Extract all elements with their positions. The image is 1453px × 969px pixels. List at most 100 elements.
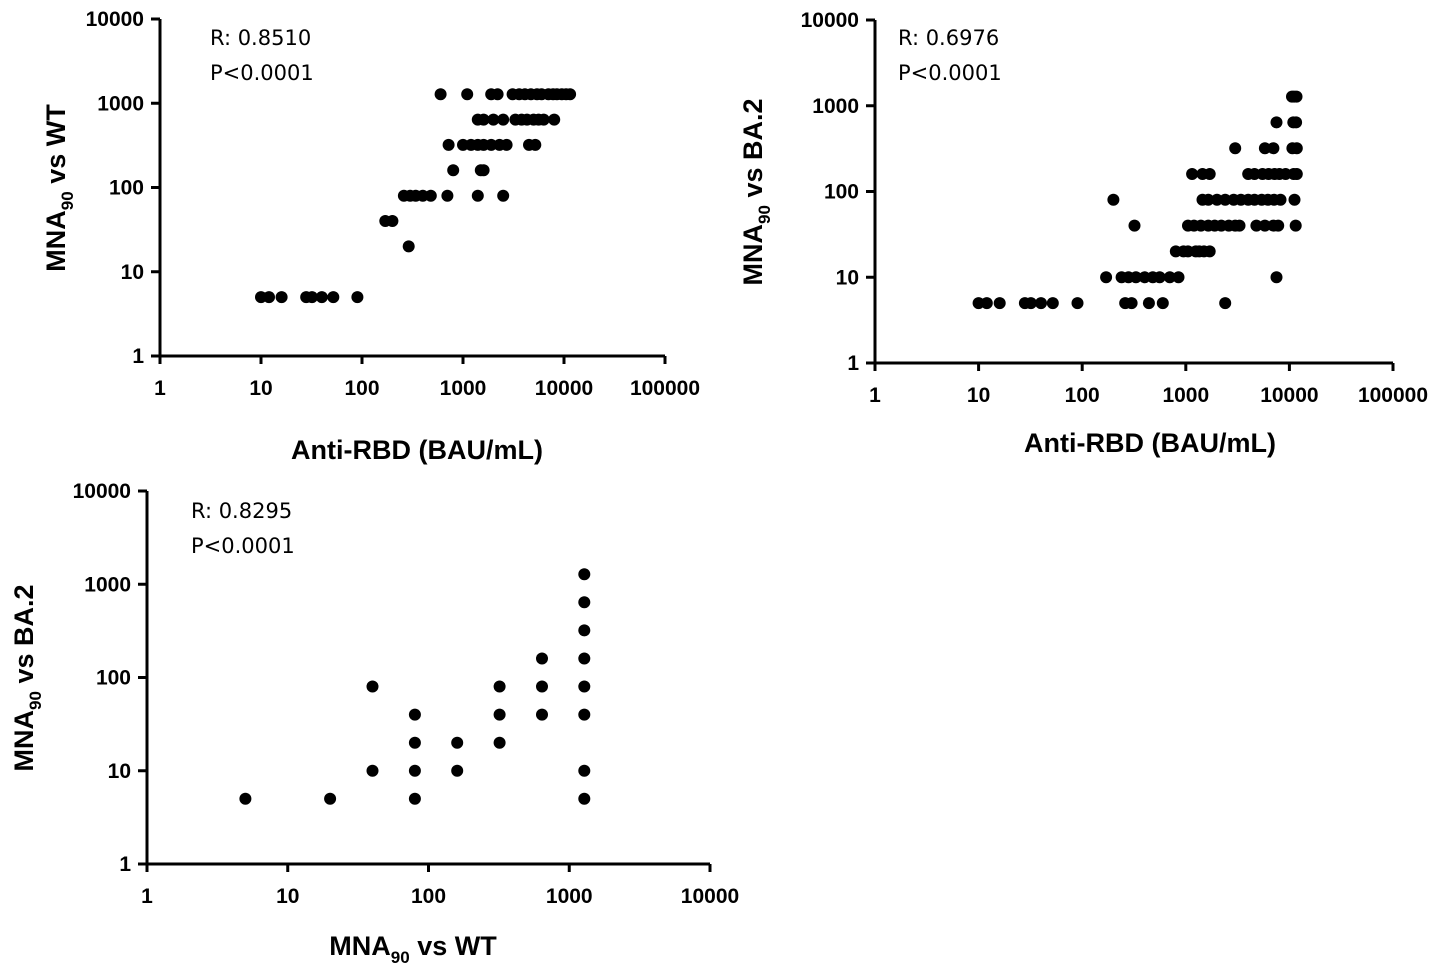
data-point — [442, 138, 455, 151]
data-point — [477, 113, 490, 126]
data-point — [578, 792, 591, 805]
data-point — [263, 291, 275, 304]
data-point — [366, 764, 379, 777]
data-point — [327, 291, 340, 304]
data-point — [1129, 271, 1142, 284]
data-point — [1290, 90, 1303, 103]
x-tick-label: 100 — [344, 377, 379, 400]
data-point — [239, 792, 252, 805]
data-point — [485, 138, 498, 151]
data-point — [1229, 142, 1242, 155]
data-point — [1035, 297, 1047, 310]
data-point — [471, 189, 484, 202]
data-point — [461, 88, 474, 101]
data-point — [536, 680, 548, 693]
x-axis-label: Anti-RBD (BAU/mL) — [1024, 428, 1276, 458]
data-point — [500, 138, 513, 151]
y-tick-label: 1 — [119, 853, 131, 876]
y-tick-label: 1000 — [84, 573, 131, 596]
data-point — [536, 652, 548, 665]
y-tick-label: 10000 — [73, 480, 131, 503]
data-point — [424, 189, 437, 202]
x-tick-label: 1000 — [1162, 384, 1209, 407]
data-point — [1203, 245, 1216, 258]
data-point — [1125, 297, 1138, 310]
x-tick-label: 100000 — [1358, 384, 1428, 407]
data-point — [447, 164, 460, 177]
y-tick-label: 1000 — [812, 95, 859, 118]
data-point — [1250, 219, 1263, 232]
data-point — [306, 291, 318, 304]
x-tick-label: 1 — [154, 377, 166, 400]
data-point — [980, 297, 993, 310]
data-point — [402, 240, 415, 253]
data-point — [1172, 271, 1185, 284]
y-tick-label: 1 — [132, 345, 144, 368]
y-axis-label: MNA90 vs BA.2 — [738, 99, 774, 286]
r-value-text: R: 0.6976 — [898, 26, 999, 50]
x-tick-label: 1 — [869, 384, 881, 407]
y-tick-label: 10000 — [86, 8, 144, 31]
data-point — [477, 164, 490, 177]
data-point — [972, 297, 985, 310]
data-point — [1270, 271, 1283, 284]
data-point — [1272, 219, 1285, 232]
data-point — [578, 568, 591, 581]
y-tick-label: 10 — [836, 266, 859, 289]
data-point — [1186, 168, 1199, 180]
data-point — [548, 113, 561, 126]
x-tick-label: 10000 — [535, 377, 593, 400]
x-axis-label: Anti-RBD (BAU/mL) — [291, 435, 543, 465]
y-tick-label: 100 — [109, 177, 144, 200]
data-point — [366, 680, 379, 693]
data-point — [1258, 142, 1271, 155]
x-tick-label: 100 — [1065, 384, 1100, 407]
x-tick-label: 1000 — [546, 885, 593, 908]
data-point — [1203, 168, 1216, 180]
data-point — [441, 189, 454, 202]
data-point — [1274, 193, 1287, 206]
data-point — [1270, 116, 1283, 129]
y-tick-label: 1000 — [97, 92, 144, 115]
data-point — [1267, 142, 1280, 155]
data-point — [1024, 297, 1037, 310]
x-tick-label: 1 — [141, 885, 153, 908]
plot-area: 1 10 100 1000 10000 1 10 100 1000 10000 — [73, 480, 740, 908]
data-point — [1289, 219, 1302, 232]
data-point — [1128, 219, 1141, 232]
y-axis-label: MNA90 vs WT — [41, 104, 77, 272]
data-point — [993, 297, 1006, 310]
data-point — [1288, 193, 1301, 206]
data-point — [1219, 297, 1232, 310]
data-point — [315, 291, 328, 304]
data-point — [1071, 297, 1084, 310]
p-value-text: P<0.0001 — [191, 534, 295, 558]
data-point — [408, 792, 421, 805]
data-point — [275, 291, 288, 304]
data-point — [1211, 193, 1223, 206]
data-point — [493, 736, 506, 749]
plot-area: 1 10 100 1000 10000 100000 1 10 100 1000 10000 — [801, 9, 1428, 407]
data-point — [408, 708, 421, 721]
data-point — [1156, 297, 1169, 310]
x-axis-label: MNA90 vs WT — [329, 931, 497, 967]
data-point — [578, 624, 591, 637]
data-point — [451, 736, 464, 749]
y-tick-label: 100 — [96, 667, 131, 690]
data-point — [537, 113, 550, 126]
data-point — [1202, 193, 1215, 206]
data-point — [578, 708, 591, 721]
data-point — [386, 215, 399, 227]
y-tick-label: 10000 — [801, 9, 859, 32]
x-tick-label: 100 — [411, 885, 446, 908]
data-point — [497, 113, 510, 126]
r-value-text: R: 0.8510 — [210, 26, 311, 50]
data-point — [1290, 142, 1303, 155]
data-point — [578, 596, 591, 609]
scatter-panel-anti-rbd-vs-wt: R: 0.8510 P<0.0001 Anti-RBD (BAU/mL) MNA… — [41, 8, 700, 465]
data-point — [578, 652, 591, 665]
y-tick-label: 1 — [847, 352, 859, 375]
y-tick-label: 10 — [121, 261, 144, 284]
data-point — [1100, 271, 1113, 284]
